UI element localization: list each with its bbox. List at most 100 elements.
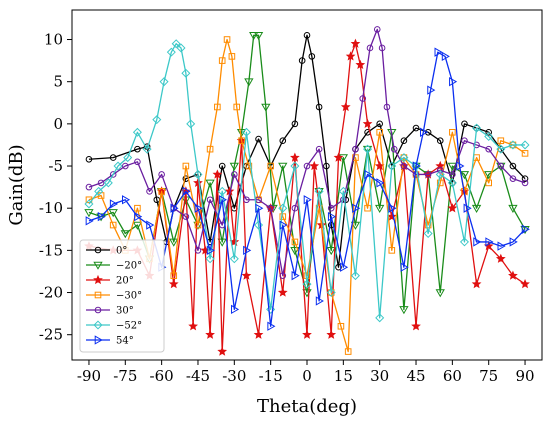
data-point: [345, 51, 356, 61]
legend-label: 54°: [116, 336, 134, 347]
data-point: [132, 127, 142, 137]
data-point: [419, 127, 429, 137]
data-point: [186, 119, 196, 129]
y-tick-label: 5: [53, 73, 63, 91]
data-point: [509, 175, 517, 182]
data-point: [497, 162, 505, 170]
data-point: [134, 211, 143, 222]
data-point: [447, 178, 457, 188]
data-point: [217, 346, 228, 356]
data-point: [233, 103, 241, 111]
data-point: [388, 247, 396, 254]
data-point: [205, 179, 215, 188]
series-5: [84, 39, 530, 323]
data-point: [194, 203, 203, 213]
data-point: [340, 262, 349, 272]
data-point: [314, 186, 324, 196]
data-point: [495, 253, 506, 263]
legend-label: −52°: [116, 321, 142, 332]
data-point: [521, 224, 530, 234]
data-point: [94, 186, 104, 196]
x-tick-label: 15: [334, 367, 353, 385]
data-point: [327, 204, 335, 212]
data-point: [375, 313, 385, 323]
data-point: [134, 158, 141, 166]
data-point: [449, 77, 458, 87]
x-tick-label: -75: [113, 367, 137, 385]
data-point: [205, 329, 215, 339]
data-point: [390, 145, 398, 153]
data-point: [146, 188, 153, 195]
data-point: [193, 169, 203, 179]
data-point: [255, 203, 264, 213]
data-point: [375, 204, 385, 213]
data-point: [205, 254, 215, 264]
data-point: [182, 162, 190, 170]
data-point: [120, 230, 130, 239]
legend-marker: [93, 320, 103, 330]
data-point: [521, 150, 529, 157]
data-point: [229, 254, 239, 264]
data-point: [412, 161, 421, 171]
x-tick-label: -45: [186, 367, 210, 385]
data-point: [291, 270, 300, 281]
data-point: [387, 128, 397, 138]
data-point: [109, 171, 117, 178]
data-point: [158, 171, 165, 178]
data-point: [212, 169, 223, 179]
data-point: [461, 137, 468, 145]
y-tick-label: 0: [53, 115, 63, 133]
data-point: [315, 103, 323, 111]
series-line: [88, 34, 526, 311]
data-point: [484, 131, 494, 142]
data-point: [315, 296, 324, 306]
data-point: [449, 128, 456, 136]
data-point: [447, 203, 458, 213]
data-point: [352, 154, 359, 161]
series-layer: [84, 26, 530, 356]
data-point: [84, 199, 94, 209]
data-point: [279, 137, 287, 145]
data-point: [309, 160, 320, 171]
data-point: [217, 238, 227, 247]
data-point: [303, 162, 311, 170]
data-point: [362, 118, 373, 128]
data-point: [85, 216, 94, 226]
data-point: [255, 135, 262, 143]
data-point: [302, 329, 312, 339]
data-point: [267, 321, 276, 331]
data-point: [520, 140, 530, 150]
data-point: [169, 238, 179, 247]
data-point: [279, 272, 287, 279]
data-point: [123, 153, 133, 163]
data-point: [400, 262, 409, 272]
data-point: [231, 304, 240, 315]
x-axis-ticks: -90 -75 -60 -45 -30 -15 0 15 30 45 60 75 90: [77, 360, 535, 385]
data-point: [337, 322, 345, 330]
data-point: [363, 144, 373, 154]
data-point: [359, 95, 367, 102]
data-point: [485, 237, 494, 247]
data-point: [471, 278, 482, 289]
data-point: [303, 195, 312, 205]
legend-label: 20°: [116, 276, 134, 287]
data-point: [520, 278, 530, 289]
legend-label: −20°: [116, 261, 142, 272]
data-point: [400, 162, 408, 170]
legend: 0° −20° 20° −30° 30° −52° 54°: [79, 239, 165, 353]
data-point: [435, 289, 445, 298]
data-point: [231, 171, 238, 178]
series-line: [88, 34, 526, 268]
data-point: [171, 39, 181, 49]
data-point: [109, 154, 117, 161]
data-point: [388, 203, 397, 213]
legend-label: −30°: [116, 291, 142, 302]
data-point: [485, 145, 493, 153]
data-point: [338, 154, 349, 163]
legend-marker: [94, 291, 102, 299]
data-point: [447, 162, 458, 171]
data-point: [229, 162, 239, 171]
data-point: [206, 245, 215, 256]
series-line: [88, 38, 526, 353]
x-tick-label: -60: [150, 367, 174, 385]
